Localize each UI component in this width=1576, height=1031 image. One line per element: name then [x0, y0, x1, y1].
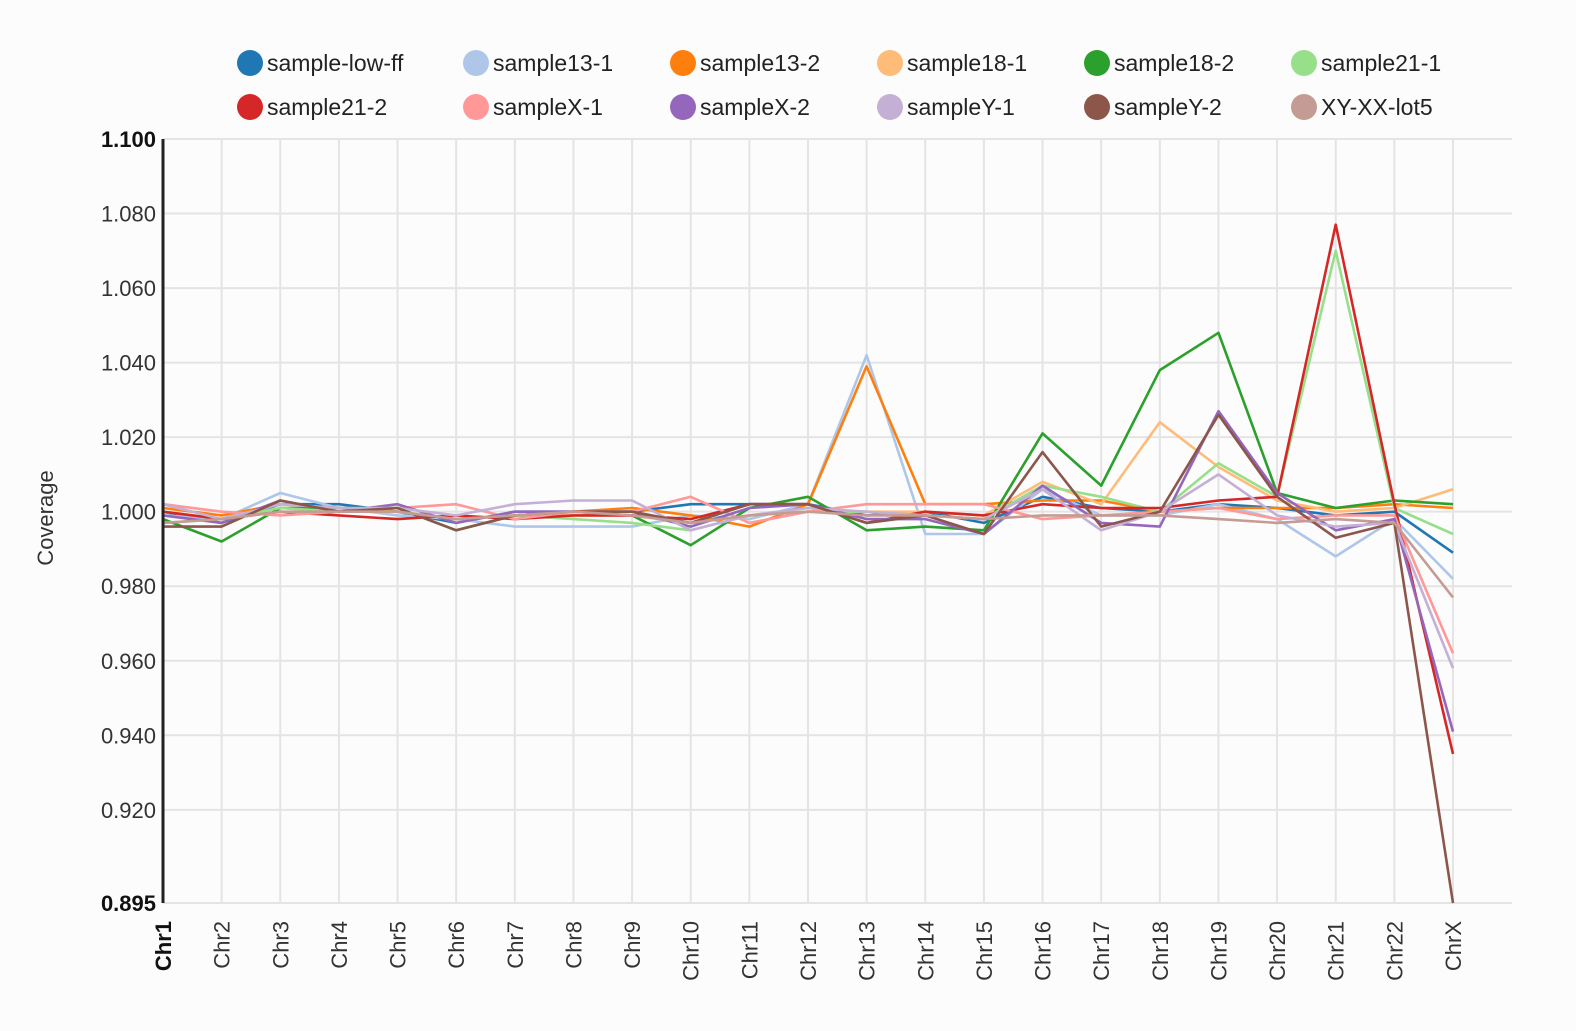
legend: sample-low-ff sample13-1 sample13-2 sample1… — [237, 50, 1441, 120]
y-tick-label: 1.000 — [101, 500, 156, 525]
x-tick-label: ChrX — [1441, 921, 1466, 971]
legend-swatch — [670, 94, 696, 120]
legend-swatch — [237, 94, 263, 120]
legend-label: sampleX-2 — [700, 94, 810, 120]
y-tick-label: 1.060 — [101, 276, 156, 301]
legend-item[interactable]: sample-low-ff — [237, 50, 404, 76]
legend-swatch — [1291, 94, 1317, 120]
legend-swatch — [1084, 94, 1110, 120]
x-tick-label: Chr12 — [796, 921, 821, 981]
legend-swatch — [463, 94, 489, 120]
series-line-XY-XX-lot5 — [162, 510, 1455, 599]
legend-swatch — [670, 50, 696, 76]
legend-swatch — [463, 50, 489, 76]
legend-item[interactable]: sample13-1 — [463, 50, 613, 76]
x-tick-label: Chr20 — [1265, 921, 1290, 981]
x-tick-label: Chr11 — [737, 921, 762, 979]
legend-label: sample18-2 — [1114, 50, 1234, 76]
legend-swatch — [237, 50, 263, 76]
x-tick-label: Chr8 — [561, 921, 586, 969]
axes: 0.895 0.920 0.940 0.960 0.980 1.000 1.020 1.040… — [33, 127, 1466, 981]
series-lines — [162, 223, 1455, 904]
y-tick-label: 1.020 — [101, 425, 156, 450]
legend-label: sampleY-2 — [1114, 94, 1222, 120]
legend-swatch — [1084, 50, 1110, 76]
legend-label: sampleY-1 — [907, 94, 1015, 120]
legend-item[interactable]: sampleY-2 — [1084, 94, 1222, 120]
legend-swatch — [877, 50, 903, 76]
legend-label: sample13-2 — [700, 50, 820, 76]
series-line-sampleY-2 — [163, 413, 1455, 904]
x-tick-label: Chr4 — [327, 921, 352, 969]
x-tick-label: Chr2 — [210, 921, 235, 969]
x-tick-label: Chr14 — [913, 921, 938, 981]
legend-label: sampleX-1 — [493, 94, 603, 120]
x-tick-label: Chr7 — [503, 921, 528, 969]
y-axis-title: Coverage — [33, 470, 58, 565]
x-tick-label: Chr10 — [679, 921, 704, 981]
legend-label: XY-XX-lot5 — [1321, 94, 1433, 120]
x-tick-label: Chr6 — [444, 921, 469, 969]
legend-item[interactable]: sample21-2 — [237, 94, 387, 120]
x-tick-label: Chr18 — [1148, 921, 1173, 981]
legend-item[interactable]: XY-XX-lot5 — [1291, 94, 1433, 120]
legend-label: sample-low-ff — [267, 50, 404, 76]
x-tick-label: Chr17 — [1089, 921, 1114, 981]
y-tick-label: 0.940 — [101, 723, 156, 748]
legend-item[interactable]: sampleY-1 — [877, 94, 1015, 120]
y-tick-label: 1.040 — [101, 351, 156, 376]
y-tick-label: 1.100 — [101, 127, 156, 152]
legend-item[interactable]: sampleX-1 — [463, 94, 603, 120]
x-tick-label: Chr22 — [1382, 921, 1407, 981]
legend-item[interactable]: sample18-2 — [1084, 50, 1234, 76]
x-tick-label: Chr5 — [386, 921, 411, 969]
legend-swatch — [877, 94, 903, 120]
x-tick-label: Chr15 — [972, 921, 997, 981]
legend-label: sample21-1 — [1321, 50, 1441, 76]
y-tick-label: 0.980 — [101, 574, 156, 599]
y-tick-label: 0.895 — [101, 891, 156, 916]
x-tick-label: Chr13 — [855, 921, 880, 981]
legend-label: sample21-2 — [267, 94, 387, 120]
legend-label: sample13-1 — [493, 50, 613, 76]
y-tick-label: 1.080 — [101, 202, 156, 227]
legend-item[interactable]: sample18-1 — [877, 50, 1027, 76]
x-tick-label: Chr19 — [1206, 921, 1231, 981]
x-tick-label: Chr1 — [151, 921, 176, 971]
legend-item[interactable]: sample13-2 — [670, 50, 820, 76]
x-tick-label: Chr3 — [268, 921, 293, 969]
legend-label: sample18-1 — [907, 50, 1027, 76]
x-tick-label: Chr9 — [620, 921, 645, 969]
x-tick-label: Chr16 — [1031, 921, 1056, 981]
y-tick-label: 0.960 — [101, 649, 156, 674]
x-tick-label: Chr21 — [1324, 921, 1349, 981]
legend-item[interactable]: sampleX-2 — [670, 94, 810, 120]
legend-swatch — [1291, 50, 1317, 76]
y-tick-label: 0.920 — [101, 798, 156, 823]
legend-item[interactable]: sample21-1 — [1291, 50, 1441, 76]
